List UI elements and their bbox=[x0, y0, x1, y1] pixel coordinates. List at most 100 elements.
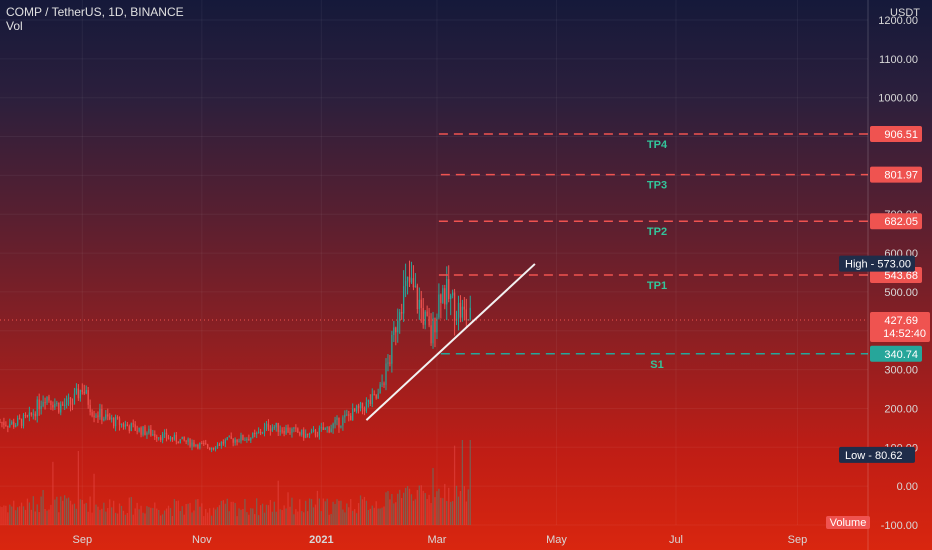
last-price-value: 427.69 bbox=[884, 315, 918, 327]
volume-bar bbox=[83, 503, 85, 525]
volume-bar bbox=[214, 509, 217, 525]
bar-countdown: 14:52:40 bbox=[883, 328, 926, 340]
candle bbox=[175, 435, 177, 442]
volume-bar bbox=[389, 499, 391, 525]
volume-bar bbox=[432, 468, 434, 525]
candle bbox=[438, 294, 440, 318]
candle bbox=[448, 279, 450, 300]
candle bbox=[287, 427, 289, 433]
volume-bar bbox=[195, 499, 197, 525]
price-tick-label: 300.00 bbox=[884, 365, 918, 377]
volume-bar bbox=[383, 506, 385, 525]
candle bbox=[346, 414, 348, 416]
volume-bar bbox=[377, 508, 379, 525]
candle bbox=[130, 423, 132, 432]
candle bbox=[1, 422, 3, 424]
candle bbox=[414, 285, 417, 288]
volume-bar bbox=[124, 514, 127, 525]
volume-bar bbox=[414, 499, 417, 525]
volume-bar bbox=[114, 512, 117, 525]
candle bbox=[432, 318, 434, 344]
volume-bar bbox=[160, 515, 162, 525]
candle bbox=[291, 428, 293, 433]
candle bbox=[369, 400, 371, 405]
volume-bar bbox=[77, 451, 80, 525]
volume-bar bbox=[314, 504, 317, 525]
volume-bar bbox=[359, 495, 362, 525]
candle bbox=[410, 278, 413, 283]
candle bbox=[269, 429, 272, 431]
volume-bar bbox=[453, 445, 456, 525]
volume-bar bbox=[1, 507, 3, 525]
volume-bar bbox=[52, 461, 54, 525]
volume-bar bbox=[246, 512, 248, 525]
candle bbox=[95, 415, 97, 417]
volume-bar bbox=[236, 516, 238, 525]
volume-bar bbox=[91, 512, 93, 525]
volume-bar bbox=[299, 499, 301, 525]
volume-bar bbox=[399, 489, 401, 525]
candle bbox=[465, 309, 467, 321]
candle bbox=[71, 404, 74, 406]
volume-bar bbox=[440, 497, 442, 525]
candle bbox=[240, 435, 242, 442]
volume-bar bbox=[455, 485, 458, 525]
candle bbox=[279, 430, 281, 432]
level-label-tp3: TP3 bbox=[647, 180, 667, 192]
candle bbox=[275, 422, 277, 428]
candle bbox=[254, 432, 256, 434]
volume-bar bbox=[252, 508, 254, 525]
volume-bar bbox=[257, 515, 260, 525]
volume-tag bbox=[826, 516, 870, 529]
volume-bar bbox=[457, 496, 460, 525]
candle bbox=[60, 404, 62, 413]
volume-bar bbox=[13, 500, 15, 525]
candle bbox=[320, 427, 322, 429]
volume-bar bbox=[281, 510, 283, 525]
volume-bar bbox=[18, 506, 21, 525]
candle bbox=[85, 390, 87, 394]
volume-bar bbox=[406, 486, 409, 525]
candle bbox=[442, 288, 444, 303]
candle bbox=[105, 414, 107, 419]
candle bbox=[56, 402, 58, 404]
volume-bar bbox=[442, 498, 444, 525]
candle bbox=[461, 306, 464, 318]
volume-bar bbox=[165, 508, 168, 525]
volume-bar bbox=[305, 500, 307, 525]
volume-bar bbox=[146, 506, 148, 525]
candle bbox=[459, 302, 462, 318]
volume-bar bbox=[24, 509, 27, 525]
volume-bar bbox=[412, 500, 415, 525]
candle bbox=[107, 414, 109, 417]
level-label-s1: S1 bbox=[650, 359, 663, 371]
candle bbox=[20, 418, 23, 426]
candle bbox=[152, 434, 154, 436]
volume-bar bbox=[248, 514, 250, 525]
volume-bar bbox=[361, 499, 364, 525]
volume-bar bbox=[448, 487, 450, 525]
candle bbox=[306, 433, 309, 435]
candle bbox=[148, 428, 150, 433]
candle bbox=[312, 430, 315, 432]
candle bbox=[430, 325, 432, 344]
volume-bar bbox=[336, 499, 338, 525]
candle bbox=[277, 422, 279, 432]
candle bbox=[73, 393, 76, 405]
candle bbox=[197, 444, 199, 449]
volume-bar bbox=[371, 505, 373, 525]
level-price-tag-text: 801.97 bbox=[884, 170, 918, 182]
candle bbox=[11, 421, 13, 425]
volume-bar bbox=[265, 504, 268, 525]
level-lines: TP4 TP3 TP2 TP1 S1 bbox=[0, 133, 868, 371]
volume-bar bbox=[465, 501, 467, 525]
candle bbox=[457, 302, 460, 319]
volume-bar bbox=[207, 512, 209, 525]
candle bbox=[308, 433, 311, 435]
candle bbox=[122, 423, 125, 427]
candle bbox=[383, 383, 385, 385]
candle bbox=[26, 415, 29, 417]
candle bbox=[75, 388, 78, 394]
volume-bar bbox=[328, 514, 330, 525]
